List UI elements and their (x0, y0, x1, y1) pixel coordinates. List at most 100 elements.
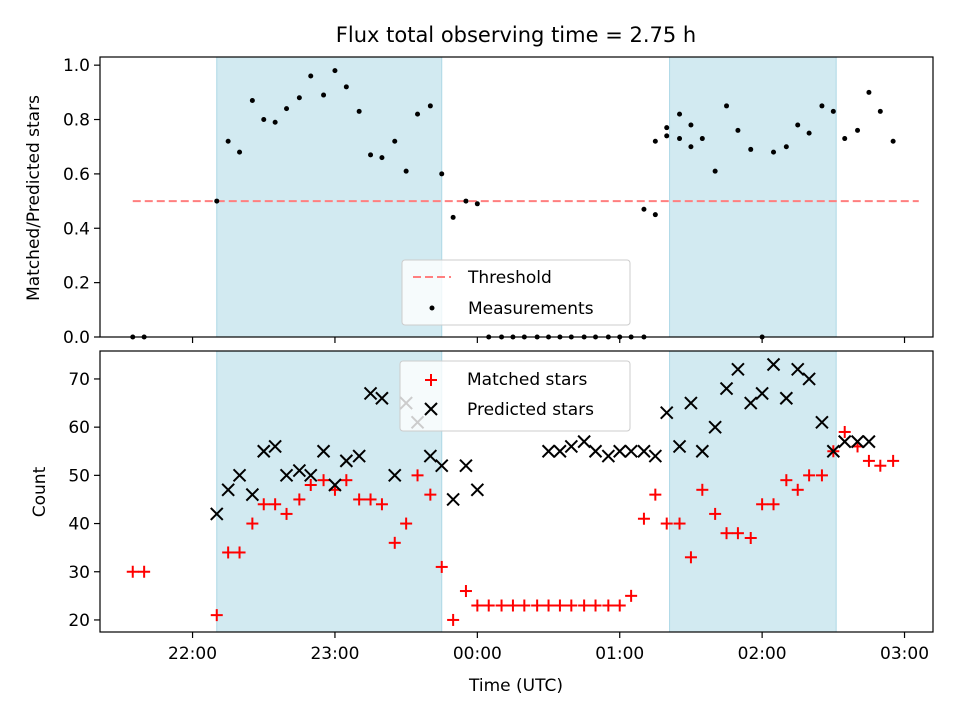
bottom-axes-frame (99, 350, 934, 633)
matched-star-point (317, 474, 330, 487)
predicted-star-point (613, 444, 627, 458)
matched-star-point (780, 474, 793, 487)
bottom-panel: 20 30 40 50 60 70 22:00 23:00 00:00 01:00 02:00 03… (30, 350, 934, 696)
measurement-point (806, 130, 812, 136)
top-y-tick-label: 0.2 (63, 274, 90, 294)
matched-star-point (210, 609, 223, 622)
predicted-star-point (564, 439, 579, 454)
measurement-point (356, 108, 362, 114)
matched-star-point (578, 599, 591, 612)
matched-star-point (459, 585, 472, 598)
matched-star-point (293, 493, 306, 506)
matched-star-point (649, 488, 662, 501)
measurement-point (771, 149, 777, 155)
matched-star-point (767, 498, 780, 511)
measurement-point (688, 144, 694, 150)
bottom-y-tick-label: 50 (68, 466, 90, 486)
matched-star-point (447, 613, 460, 626)
predicted-star-point (553, 444, 567, 458)
matched-star-point (791, 483, 804, 496)
predicted-star-point (719, 381, 734, 396)
top-y-axis-label: Matched/Predicted stars (24, 95, 44, 301)
predicted-star-point (268, 439, 282, 454)
predicted-star-point (695, 444, 710, 458)
measurement-point (783, 144, 789, 150)
top-axes-frame (99, 56, 934, 338)
top-y-tick-label: 1.0 (63, 56, 90, 76)
measurement-point (890, 138, 896, 144)
measurement-point (664, 133, 670, 139)
predicted-star-point (541, 444, 556, 458)
predicted-star-point (601, 449, 616, 463)
top-y-tick-label: 0.4 (63, 219, 90, 239)
predicted-star-point (672, 439, 687, 454)
matched-star-point (637, 512, 650, 525)
matched-star-point (862, 454, 875, 467)
measurement-point (866, 89, 872, 95)
predicted-star-point (779, 391, 794, 405)
matched-star-point (756, 498, 769, 511)
matched-star-point (696, 483, 709, 496)
measurement-point (332, 68, 338, 74)
predicted-star-point (245, 487, 260, 502)
predicted-star-point (304, 468, 318, 483)
matched-star-point (838, 425, 851, 438)
matched-star-point (506, 599, 519, 612)
top-y-tick-label: 0.6 (63, 165, 90, 185)
predicted-star-point (802, 372, 816, 386)
matched-star-point (720, 527, 733, 540)
predicted-star-point (339, 454, 354, 468)
predicted-star-point (755, 386, 769, 401)
matched-star-point (471, 599, 484, 612)
measurement-point (272, 119, 278, 125)
measurement-point (261, 117, 267, 123)
predicted-star-point (850, 434, 865, 449)
measurement-point (748, 146, 754, 152)
matched-star-point (613, 599, 626, 612)
matched-star-point (709, 507, 722, 520)
measurement-point (237, 149, 243, 155)
measurement-point (699, 136, 705, 142)
measurement-point (842, 136, 848, 142)
matched-star-point (138, 565, 151, 578)
top-legend: Threshold Measurements (401, 259, 631, 326)
legend-measurements-swatch (429, 305, 435, 311)
legend-threshold-label: Threshold (467, 268, 552, 288)
matched-star-point (304, 478, 317, 491)
top-shaded-intervals (216, 56, 837, 338)
bottom-y-tick-label: 70 (68, 370, 90, 390)
matched-star-point (375, 498, 388, 511)
bottom-legend: Matched stars Predicted stars (399, 360, 631, 432)
measurement-point (712, 168, 718, 174)
matched-star-point (625, 589, 638, 602)
matched-star-point (424, 488, 437, 501)
matched-star-point (602, 599, 615, 612)
measurement-point (225, 138, 231, 144)
predicted-star-point (744, 396, 758, 410)
matched-star-point (803, 469, 816, 482)
matched-star-point (257, 498, 270, 511)
top-legend-box (401, 259, 631, 326)
predicted-star-point (766, 357, 781, 372)
predicted-star-point (375, 391, 389, 405)
bottom-series-points (126, 357, 900, 626)
bottom-x-ticks: 22:00 23:00 00:00 01:00 02:00 03:00 (168, 632, 929, 664)
measurement-point (379, 155, 385, 161)
predicted-star-point (292, 463, 307, 478)
measurement-point (688, 122, 694, 128)
measurement-point (343, 84, 349, 90)
x-tick-label: 02:00 (738, 644, 787, 664)
top-x-ticks (191, 337, 906, 343)
legend-predicted-swatch (424, 402, 438, 416)
bottom-y-tick-label: 40 (68, 515, 90, 535)
predicted-star-point (731, 362, 745, 377)
measurement-point (877, 108, 883, 114)
matched-star-point (887, 454, 900, 467)
legend-measurements-label: Measurements (468, 299, 594, 319)
predicted-star-point (838, 434, 852, 449)
measurement-point (415, 111, 421, 117)
matched-star-point (233, 546, 246, 559)
matched-star-point (246, 517, 259, 530)
matched-star-point (874, 459, 887, 472)
measurement-point (652, 212, 658, 218)
